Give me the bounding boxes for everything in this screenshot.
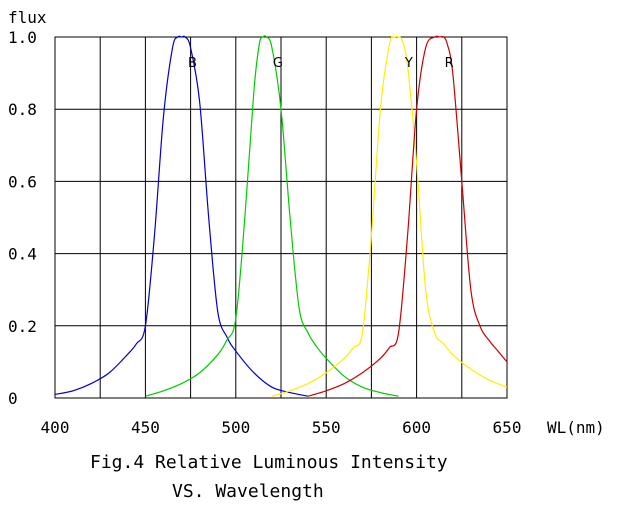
x-tick-label: 650 <box>493 418 522 437</box>
y-tick-label: 0.8 <box>8 100 37 119</box>
y-tick-label: 0 <box>8 389 18 408</box>
figure-caption-line2: VS. Wavelength <box>172 481 324 502</box>
y-axis-label: flux <box>8 8 47 27</box>
x-tick-label: 600 <box>402 418 431 437</box>
y-tick-label: 1.0 <box>8 28 37 47</box>
series-line-b <box>54 35 309 397</box>
x-tick-label: 400 <box>41 418 70 437</box>
y-tick-label: 0.6 <box>8 172 37 191</box>
chart-grid <box>54 36 508 399</box>
x-tick-label: 450 <box>131 418 160 437</box>
x-tick-label: 500 <box>221 418 250 437</box>
series-label-b: B <box>188 56 197 71</box>
chart-series <box>54 35 508 397</box>
series-label-g: G <box>273 56 283 71</box>
series-label-r: R <box>445 56 454 71</box>
series-line-y <box>271 35 508 397</box>
figure-caption-line1: Fig.4 Relative Luminous Intensity <box>90 452 448 473</box>
series-line-g <box>145 35 399 397</box>
y-tick-label: 0.4 <box>8 245 37 264</box>
y-tick-label: 0.2 <box>8 317 37 336</box>
axis-ticks: 400 450 500 550 600 650 0 0.2 0.4 0.6 0.8 1.0 <box>8 28 521 437</box>
x-tick-label: 550 <box>312 418 341 437</box>
x-axis-label: WL(nm) <box>547 418 605 437</box>
series-line-r <box>307 35 508 397</box>
series-label-y: Y <box>404 56 413 71</box>
